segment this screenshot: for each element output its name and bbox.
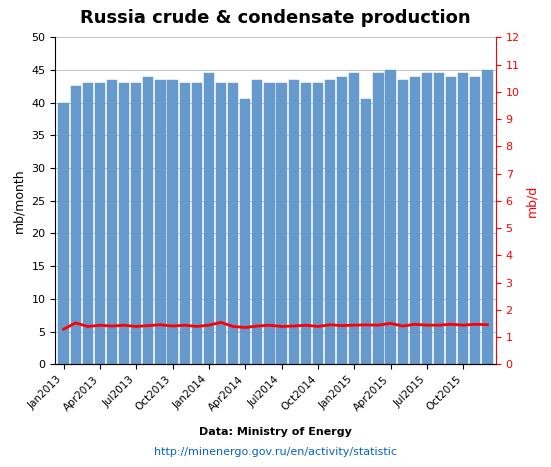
Bar	[313, 83, 323, 364]
Bar	[252, 80, 262, 364]
Bar	[83, 83, 93, 364]
Bar	[58, 103, 69, 364]
Bar	[119, 83, 129, 364]
Bar	[289, 80, 299, 364]
Y-axis label: mb/month: mb/month	[13, 169, 26, 233]
Bar	[277, 83, 287, 364]
Bar	[71, 86, 81, 364]
Bar	[446, 77, 456, 364]
Bar	[325, 80, 335, 364]
Bar	[155, 80, 166, 364]
Bar	[301, 83, 311, 364]
Bar	[482, 70, 493, 364]
Bar	[385, 70, 396, 364]
Bar	[216, 83, 226, 364]
Bar	[180, 83, 190, 364]
Y-axis label: mb/d: mb/d	[525, 184, 538, 217]
Bar	[240, 99, 250, 364]
Bar	[264, 83, 274, 364]
Bar	[458, 73, 468, 364]
Bar	[434, 73, 444, 364]
Bar	[204, 73, 214, 364]
Bar	[337, 77, 347, 364]
Bar	[409, 77, 420, 364]
Bar	[349, 73, 359, 364]
Bar	[422, 73, 432, 364]
Bar	[131, 83, 142, 364]
Bar	[470, 77, 480, 364]
Bar	[228, 83, 238, 364]
Bar	[192, 83, 202, 364]
Text: Data: Ministry of Energy: Data: Ministry of Energy	[199, 427, 352, 437]
Bar	[168, 80, 178, 364]
Bar	[361, 99, 371, 364]
Text: http://minenergo.gov.ru/en/activity/statistic: http://minenergo.gov.ru/en/activity/stat…	[154, 447, 397, 457]
Title: Russia crude & condensate production: Russia crude & condensate production	[80, 9, 471, 28]
Bar	[95, 83, 105, 364]
Bar	[397, 80, 408, 364]
Bar	[373, 73, 383, 364]
Bar	[107, 80, 117, 364]
Bar	[143, 77, 154, 364]
